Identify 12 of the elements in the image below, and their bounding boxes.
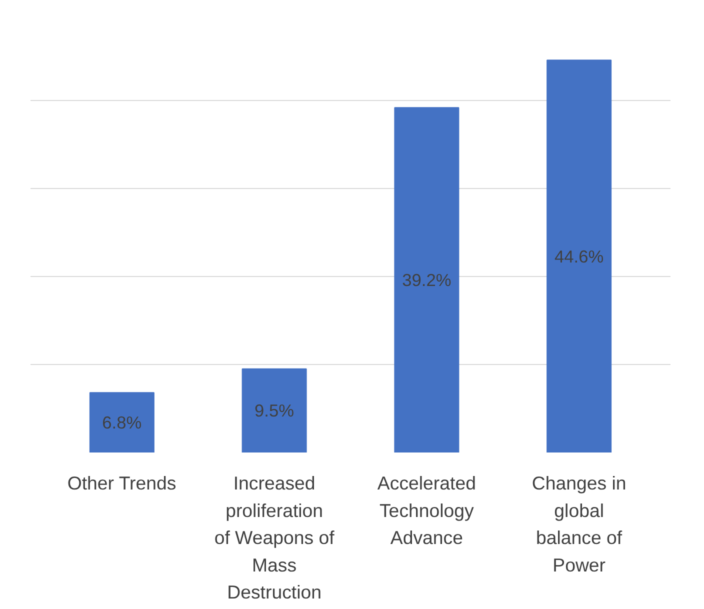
bar <box>394 107 460 452</box>
x-tick-label: Accelerated Technology Advance <box>377 472 476 548</box>
data-label: 9.5% <box>254 400 294 421</box>
x-tick-label: Increased proliferation of Weapons of Mass Destruction <box>214 472 336 603</box>
data-label: 44.6% <box>554 246 604 266</box>
bar <box>242 368 307 452</box>
x-tick-label: Other Trends <box>67 472 176 494</box>
bar <box>89 392 154 452</box>
bar <box>546 60 612 452</box>
x-tick-label: Changes in global balance of Power <box>532 472 626 576</box>
data-label: 6.8% <box>102 412 142 433</box>
data-label: 39.2% <box>402 270 452 290</box>
